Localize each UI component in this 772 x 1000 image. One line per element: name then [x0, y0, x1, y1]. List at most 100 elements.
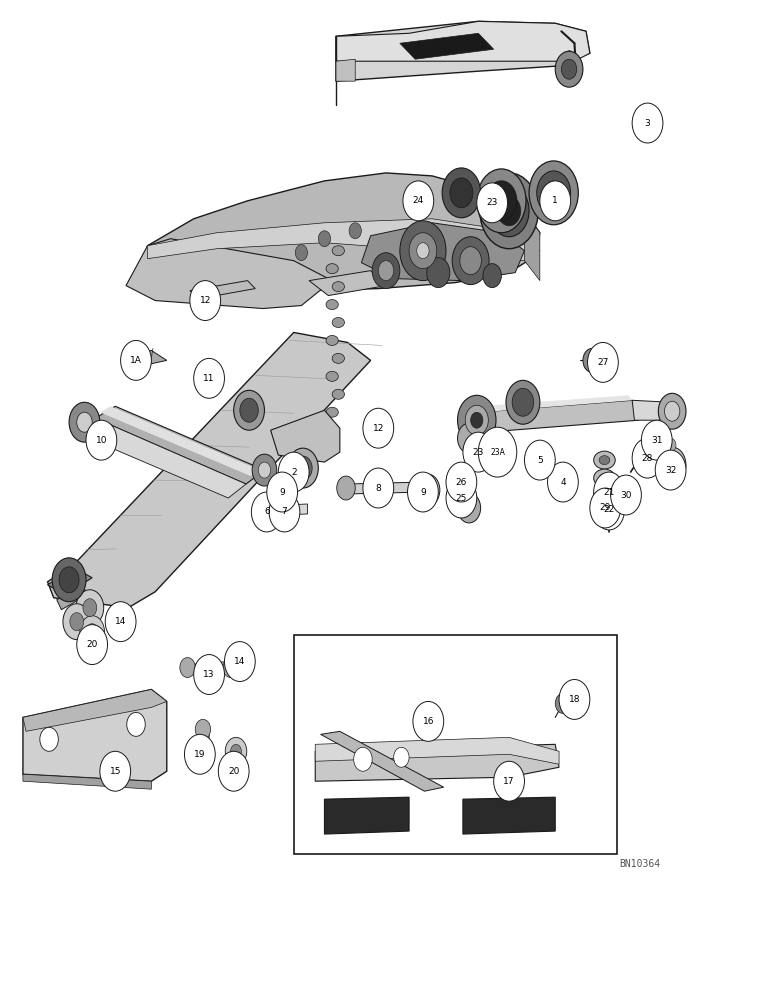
Circle shape: [400, 221, 446, 281]
Circle shape: [642, 420, 672, 460]
Polygon shape: [126, 239, 332, 309]
Polygon shape: [336, 21, 590, 81]
Text: 2: 2: [291, 468, 296, 477]
Circle shape: [269, 492, 300, 532]
Circle shape: [180, 658, 195, 678]
Polygon shape: [23, 689, 167, 731]
Ellipse shape: [482, 448, 491, 456]
Polygon shape: [144, 173, 540, 291]
Text: 15: 15: [110, 767, 121, 776]
Circle shape: [506, 380, 540, 424]
Polygon shape: [479, 400, 638, 432]
Circle shape: [86, 624, 98, 640]
Text: 20: 20: [228, 767, 239, 776]
Polygon shape: [147, 219, 540, 261]
Circle shape: [259, 462, 271, 478]
Text: 23: 23: [472, 448, 484, 457]
Text: 14: 14: [234, 657, 245, 666]
Polygon shape: [23, 774, 151, 789]
Polygon shape: [361, 223, 524, 281]
Circle shape: [665, 438, 676, 452]
Ellipse shape: [477, 444, 495, 460]
Polygon shape: [320, 731, 444, 791]
Circle shape: [611, 475, 642, 515]
Ellipse shape: [468, 444, 486, 460]
Polygon shape: [57, 585, 87, 610]
Ellipse shape: [594, 486, 615, 504]
Circle shape: [372, 253, 400, 289]
Circle shape: [225, 737, 247, 765]
Circle shape: [76, 590, 103, 626]
Circle shape: [190, 281, 221, 321]
Ellipse shape: [472, 448, 482, 456]
Polygon shape: [198, 729, 209, 761]
Ellipse shape: [332, 318, 344, 327]
Circle shape: [252, 492, 282, 532]
Text: 7: 7: [282, 507, 287, 516]
Circle shape: [185, 734, 215, 774]
Text: 28: 28: [642, 454, 653, 463]
Ellipse shape: [326, 335, 338, 345]
Circle shape: [403, 181, 434, 221]
Circle shape: [195, 749, 211, 769]
Text: 17: 17: [503, 777, 515, 786]
Circle shape: [583, 348, 601, 372]
Polygon shape: [463, 797, 555, 834]
Circle shape: [665, 455, 680, 475]
Ellipse shape: [326, 371, 338, 381]
Ellipse shape: [493, 448, 502, 456]
Circle shape: [480, 173, 538, 249]
Polygon shape: [127, 350, 167, 365]
Circle shape: [52, 558, 86, 602]
Text: 10: 10: [96, 436, 107, 445]
Text: 14: 14: [115, 617, 127, 626]
Text: 16: 16: [422, 717, 434, 726]
Circle shape: [76, 412, 92, 432]
Circle shape: [471, 412, 483, 428]
Text: 23A: 23A: [490, 448, 505, 457]
Ellipse shape: [599, 456, 610, 465]
Text: 26: 26: [455, 478, 467, 487]
Circle shape: [105, 602, 136, 642]
Polygon shape: [271, 410, 340, 462]
Polygon shape: [48, 568, 92, 595]
Circle shape: [458, 395, 496, 445]
Text: 29: 29: [600, 503, 611, 512]
Circle shape: [540, 181, 571, 221]
Circle shape: [194, 358, 225, 398]
Ellipse shape: [489, 444, 506, 460]
Text: 12: 12: [373, 424, 384, 433]
Circle shape: [363, 468, 394, 508]
Text: 31: 31: [651, 436, 662, 445]
Circle shape: [195, 719, 211, 739]
Circle shape: [442, 168, 481, 218]
Circle shape: [378, 261, 394, 281]
Circle shape: [559, 680, 590, 719]
Circle shape: [80, 616, 104, 648]
Text: 3: 3: [645, 119, 651, 128]
Polygon shape: [621, 488, 637, 500]
Circle shape: [223, 658, 239, 678]
Text: 9: 9: [420, 488, 426, 497]
Circle shape: [632, 438, 663, 478]
Polygon shape: [190, 281, 256, 299]
Polygon shape: [48, 332, 371, 608]
Circle shape: [279, 452, 309, 492]
Circle shape: [267, 472, 297, 512]
Circle shape: [665, 401, 680, 421]
Text: 1: 1: [552, 196, 558, 205]
Circle shape: [486, 181, 516, 221]
Text: BN10364: BN10364: [619, 859, 660, 869]
Text: 1A: 1A: [130, 356, 142, 365]
Circle shape: [594, 472, 625, 512]
Text: 6: 6: [264, 507, 269, 516]
Polygon shape: [95, 406, 265, 484]
Text: 9: 9: [279, 488, 285, 497]
Circle shape: [127, 712, 145, 736]
Text: 32: 32: [665, 466, 676, 475]
Circle shape: [493, 761, 524, 801]
Circle shape: [295, 245, 307, 261]
Circle shape: [632, 103, 663, 143]
Ellipse shape: [594, 469, 615, 487]
Circle shape: [76, 625, 107, 665]
